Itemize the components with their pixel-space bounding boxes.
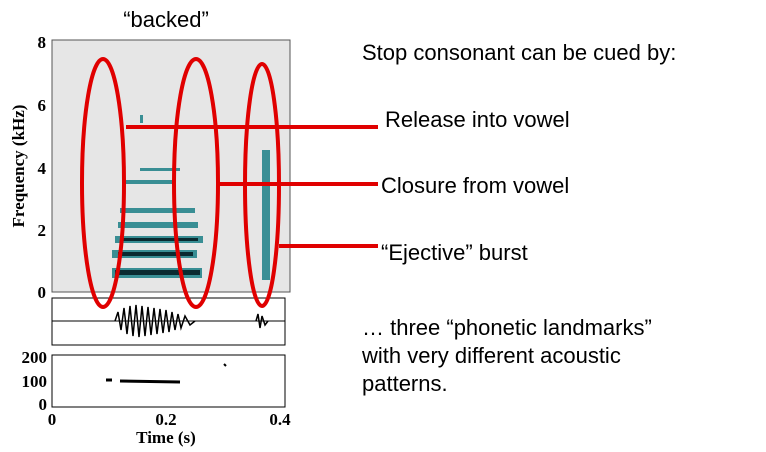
heading: Stop consonant can be cued by: — [362, 40, 676, 65]
callout: Closure from vowel — [381, 173, 569, 198]
y-tick-label: 8 — [38, 33, 47, 52]
conclusion-line: … three “phonetic landmarks” — [362, 315, 652, 340]
y-tick-label: 6 — [38, 96, 47, 115]
waveform — [51, 297, 286, 346]
pitch-track — [51, 354, 286, 408]
y-tick-label: 4 — [38, 159, 47, 178]
pitch-tick-label: 0 — [39, 395, 48, 414]
conclusion-line: with very different acoustic — [361, 343, 621, 368]
pitch-tick-label: 200 — [22, 348, 48, 367]
conclusion-line: patterns. — [362, 371, 448, 396]
x-axis-label: Time (s) — [136, 428, 196, 447]
callout: Release into vowel — [385, 107, 570, 132]
x-tick-label: 0 — [48, 410, 57, 429]
y-tick-label: 2 — [38, 221, 47, 240]
x-tick-label: 0.2 — [155, 410, 176, 429]
y-tick-label: 0 — [38, 283, 47, 302]
landmark-highlights — [80, 57, 378, 309]
x-tick-label: 0.4 — [269, 410, 291, 429]
pitch-tick-label: 100 — [22, 372, 48, 391]
callout: “Ejective” burst — [381, 240, 528, 265]
figure-title: “backed” — [123, 7, 209, 32]
y-axis-label: Frequency (kHz) — [9, 105, 28, 228]
